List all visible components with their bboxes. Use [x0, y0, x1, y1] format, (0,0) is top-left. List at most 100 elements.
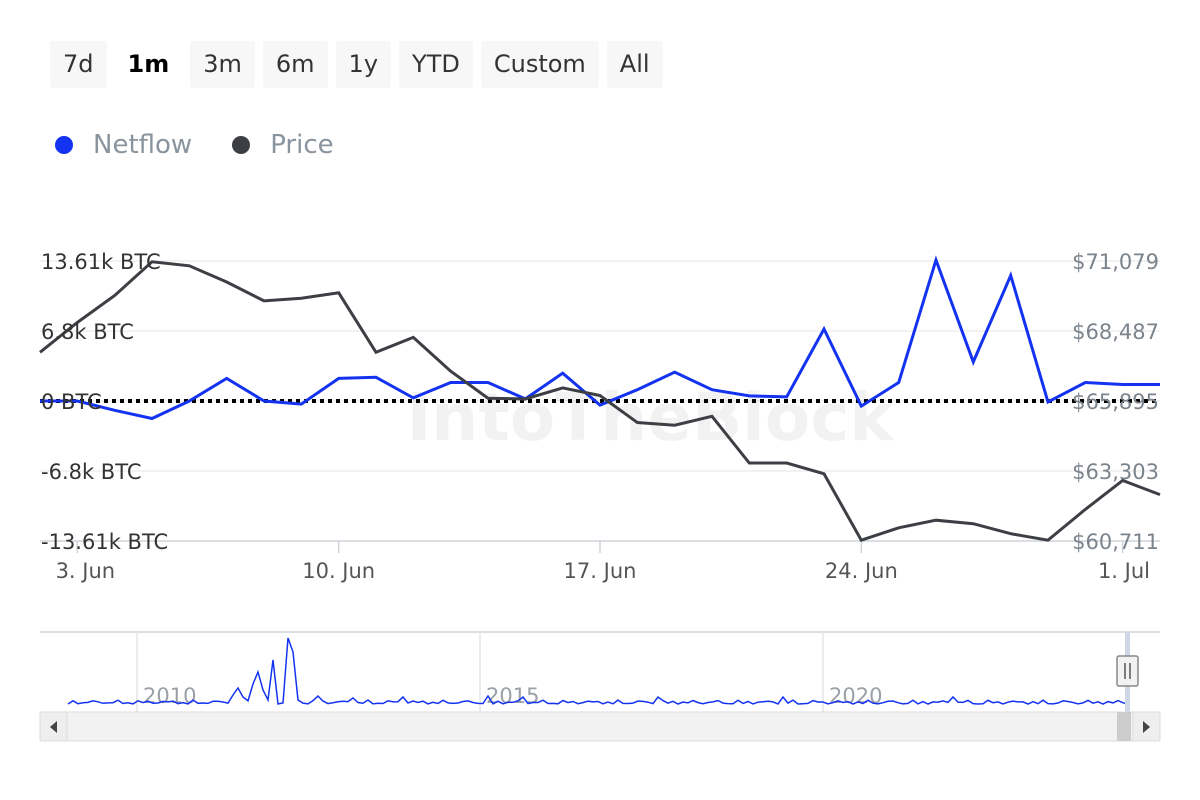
- range-button-3m[interactable]: 3m: [190, 41, 255, 88]
- data-point-price: [823, 472, 826, 475]
- scrollbar-thumb[interactable]: [1117, 712, 1131, 741]
- series-line-netflow: [40, 255, 1160, 421]
- data-point-price: [972, 522, 975, 525]
- navigator[interactable]: 2010 2015 2020: [39, 631, 1161, 742]
- y-right-tick-label: $63,303: [1072, 460, 1159, 484]
- legend-item-netflow[interactable]: Netflow: [55, 130, 192, 160]
- navigator-year-label: 2020: [829, 684, 882, 708]
- range-button-custom[interactable]: Custom: [480, 41, 599, 88]
- data-point-price: [711, 415, 714, 418]
- data-point-netflow: [673, 371, 676, 374]
- range-selector: 7d 1m 3m 6m 1y YTD Custom All: [50, 41, 663, 88]
- data-point-price: [225, 281, 228, 284]
- data-point-price: [524, 397, 527, 400]
- data-point-netflow: [487, 381, 490, 384]
- data-point-price: [1159, 493, 1162, 496]
- range-button-7d[interactable]: 7d: [50, 41, 107, 88]
- data-point-price: [561, 386, 564, 389]
- data-point-price: [263, 299, 266, 302]
- range-button-all[interactable]: All: [606, 41, 663, 88]
- x-tick-label: 3. Jun: [56, 559, 116, 583]
- data-point-price: [748, 461, 751, 464]
- navigator-year-label: 2015: [486, 684, 539, 708]
- legend-dot-icon: [232, 136, 251, 154]
- data-point-netflow: [823, 327, 826, 330]
- data-point-price: [599, 394, 602, 397]
- data-point-price: [1084, 508, 1087, 511]
- scrollbar-track[interactable]: [39, 711, 1161, 742]
- y-right-tick-label: $68,487: [1072, 320, 1159, 344]
- data-point-netflow: [113, 409, 116, 412]
- data-point-price: [860, 539, 863, 542]
- data-point-netflow: [897, 381, 900, 384]
- series-line-price: [39, 260, 1161, 543]
- legend-label: Netflow: [93, 130, 193, 160]
- data-point-price: [1047, 539, 1050, 542]
- data-point-price: [337, 291, 340, 294]
- data-point-price: [300, 297, 303, 300]
- data-point-netflow: [263, 400, 266, 403]
- data-point-netflow: [935, 259, 938, 262]
- navigator-series-line: [67, 637, 1129, 705]
- data-point-netflow: [151, 417, 154, 420]
- y-left-tick-label: -13.61k BTC: [41, 530, 168, 554]
- range-button-1y[interactable]: 1y: [335, 41, 392, 88]
- watermark-text: IntoTheBlock: [407, 379, 896, 456]
- data-point-netflow: [225, 377, 228, 380]
- data-point-price: [487, 397, 490, 400]
- y-right-tick-label: $65,895: [1072, 390, 1159, 414]
- data-point-netflow: [1121, 383, 1124, 386]
- data-point-netflow: [449, 381, 452, 384]
- range-button-1m[interactable]: 1m: [114, 41, 183, 88]
- data-point-netflow: [636, 388, 639, 391]
- data-point-netflow: [1009, 274, 1012, 277]
- data-point-netflow: [1047, 401, 1050, 404]
- legend-label: Price: [270, 130, 334, 160]
- data-point-netflow: [561, 372, 564, 375]
- data-point-price: [897, 526, 900, 529]
- y-left-tick-label: 13.61k BTC: [41, 250, 161, 274]
- y-left-tick-label: -6.8k BTC: [41, 460, 141, 484]
- data-point-netflow: [860, 405, 863, 408]
- y-tick-labels: 13.61k BTC 6.8k BTC 0 BTC -6.8k BTC -13.61k …: [41, 250, 1159, 554]
- data-point-netflow: [785, 395, 788, 398]
- data-point-netflow: [375, 376, 378, 379]
- legend-dot-icon: [55, 136, 73, 154]
- x-tick-label: 10. Jun: [302, 559, 375, 583]
- data-point-price: [113, 294, 116, 297]
- series: [39, 255, 1162, 543]
- y-left-tick-label: 0 BTC: [41, 390, 102, 414]
- y-right-tick-label: $60,711: [1072, 530, 1159, 554]
- data-point-price: [636, 421, 639, 424]
- data-point-netflow: [599, 404, 602, 407]
- data-point-price: [785, 461, 788, 464]
- data-point-netflow: [1159, 383, 1162, 386]
- x-tick-label: 1. Jul: [1098, 559, 1150, 583]
- data-point-price: [412, 336, 415, 339]
- legend-item-price[interactable]: Price: [232, 130, 334, 160]
- data-point-netflow: [300, 403, 303, 406]
- data-point-netflow: [337, 377, 340, 380]
- data-point-price: [39, 351, 42, 354]
- arrow-right-icon: [1143, 721, 1150, 733]
- navigator-handle[interactable]: [1116, 655, 1139, 687]
- y-left-tick-label: 6.8k BTC: [41, 320, 134, 344]
- axes: 3. Jun 10. Jun 17. Jun 24. Jun 1. Jul: [40, 399, 1160, 583]
- data-point-netflow: [748, 394, 751, 397]
- data-point-netflow: [972, 360, 975, 363]
- data-point-price: [673, 424, 676, 427]
- arrow-left-icon: [50, 721, 57, 733]
- data-point-price: [935, 519, 938, 522]
- data-point-netflow: [711, 388, 714, 391]
- data-point-netflow: [188, 400, 191, 403]
- x-tick-label: 17. Jun: [564, 559, 637, 583]
- data-point-price: [449, 370, 452, 373]
- data-point-price: [188, 264, 191, 267]
- data-point-price: [375, 351, 378, 354]
- range-button-ytd[interactable]: YTD: [399, 41, 473, 88]
- data-point-price: [1009, 532, 1012, 535]
- data-point-netflow: [1084, 381, 1087, 384]
- range-button-6m[interactable]: 6m: [262, 41, 328, 88]
- data-point-netflow: [412, 396, 415, 399]
